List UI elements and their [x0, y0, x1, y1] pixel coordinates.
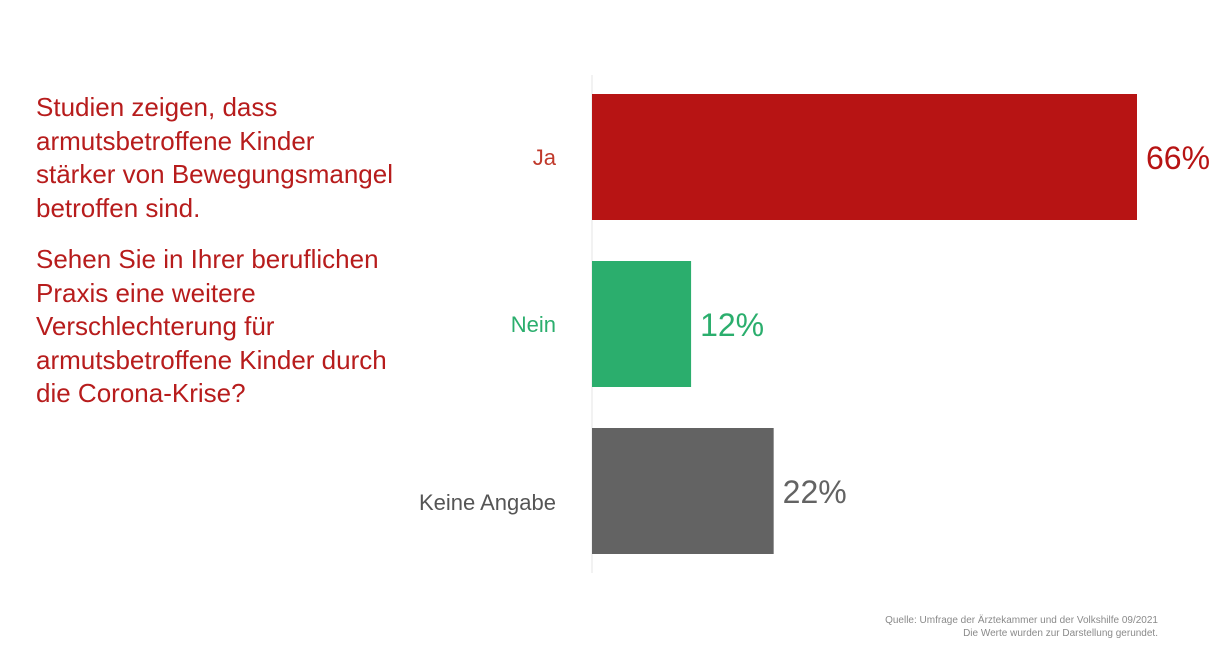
question-intro: Studien zeigen, dass armutsbetroffene Ki… — [36, 92, 393, 223]
source-note: Quelle: Umfrage der Ärztekammer und der … — [885, 614, 1158, 640]
bar-1 — [592, 261, 692, 387]
value-label: 12% — [700, 307, 764, 343]
survey-question: Studien zeigen, dass armutsbetroffene Ki… — [36, 91, 396, 411]
question-text: Sehen Sie in Ihrer beruflichen Praxis ei… — [36, 244, 387, 408]
category-label: Ja — [533, 145, 557, 170]
value-label: 66% — [1146, 140, 1210, 176]
rounding-note: Die Werte wurden zur Darstellung gerunde… — [963, 628, 1158, 639]
bar-2 — [592, 428, 774, 554]
bar-0 — [592, 94, 1137, 220]
value-label: 22% — [783, 474, 847, 510]
category-label: Nein — [511, 312, 556, 337]
category-label: Keine Angabe — [419, 490, 556, 515]
source-line: Quelle: Umfrage der Ärztekammer und der … — [885, 615, 1158, 626]
